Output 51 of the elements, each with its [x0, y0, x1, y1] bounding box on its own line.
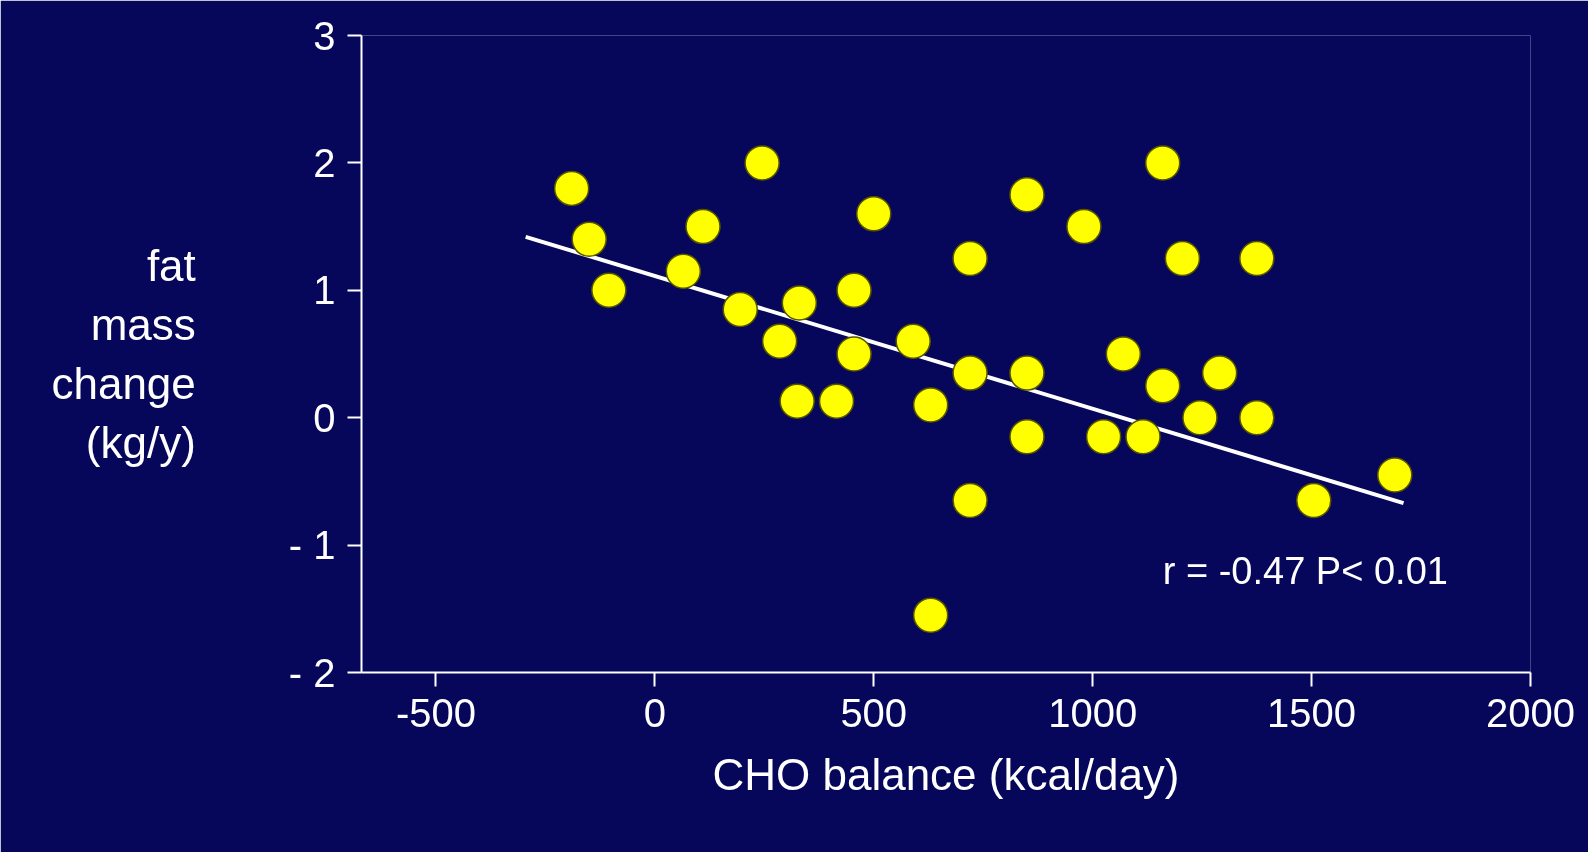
point: [1085, 419, 1122, 455]
y-tick-label: 2: [313, 140, 336, 185]
point: [836, 272, 872, 309]
point: [952, 240, 988, 277]
point: [912, 387, 949, 423]
point: [779, 383, 815, 419]
x-tick-label: -500: [395, 690, 476, 735]
x-tick-label: 2000: [1486, 690, 1575, 735]
point: [1009, 355, 1045, 391]
x-tick-label: 1000: [1048, 690, 1138, 735]
point: [571, 221, 607, 258]
x-tick-label: 0: [643, 690, 666, 735]
y-tick-label: - 2: [288, 650, 336, 695]
y-tick-label: - 1: [288, 523, 336, 568]
x-tick-label: 500: [840, 690, 908, 735]
y-tick-label: 1: [313, 268, 336, 313]
point: [1239, 240, 1275, 277]
point: [761, 323, 798, 359]
x-tick-label: 1500: [1267, 690, 1357, 735]
point: [1164, 240, 1201, 277]
y-axis-title: fat mass change (kg/y): [51, 241, 196, 467]
point: [1144, 368, 1181, 404]
point: [553, 170, 590, 207]
point: [722, 291, 758, 328]
point: [1296, 482, 1332, 519]
point: [1125, 419, 1161, 455]
x-axis-title: CHO balance (kcal/day): [712, 749, 1180, 799]
point: [1009, 419, 1045, 455]
point: [952, 355, 988, 391]
point: [1182, 399, 1218, 436]
point: [912, 597, 949, 633]
annotation: r = -0.47 P< 0.01: [1162, 549, 1448, 592]
point: [1066, 208, 1102, 245]
point: [591, 272, 627, 309]
point: [665, 253, 702, 289]
point: [1144, 145, 1181, 181]
point: [685, 208, 721, 245]
point: [1377, 457, 1413, 493]
y-tick-label: 0: [313, 395, 336, 440]
point: [856, 196, 892, 232]
point: [781, 285, 818, 321]
point: [836, 336, 872, 372]
point: [1239, 399, 1275, 436]
point: [818, 383, 855, 419]
point: [744, 145, 780, 181]
point: [1201, 355, 1238, 391]
point: [1105, 336, 1142, 372]
y-tick-label: 3: [313, 13, 336, 58]
point: [1009, 177, 1045, 213]
point: [895, 323, 931, 359]
point: [952, 482, 988, 519]
